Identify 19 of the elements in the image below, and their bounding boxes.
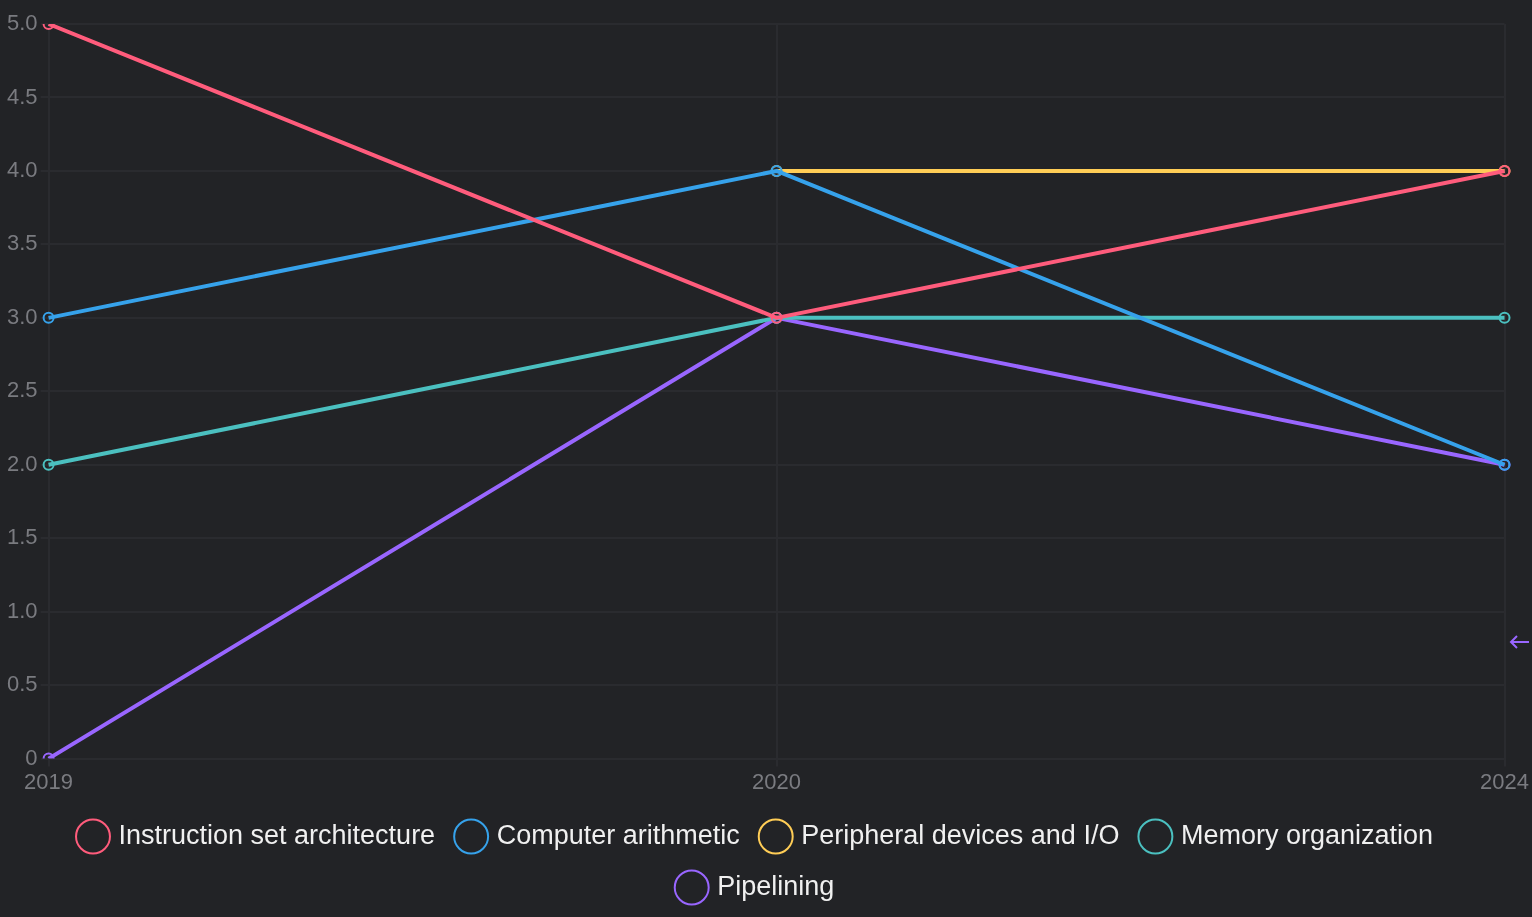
y-tick-label: 3.0 (6, 303, 38, 329)
x-tick-label: 2019 (24, 768, 74, 794)
legend-label: Peripheral devices and I/O (801, 819, 1120, 850)
y-tick-label: 1.5 (6, 524, 38, 550)
x-tick-label: 2024 (1480, 768, 1530, 794)
legend-label: Computer arithmetic (496, 819, 740, 850)
y-tick-label: 1.0 (6, 597, 38, 623)
y-tick-label: 4.5 (6, 83, 38, 109)
x-tick-label: 2020 (752, 768, 802, 794)
y-tick-label: 0.5 (6, 671, 38, 697)
y-tick-label: 5.0 (6, 10, 38, 36)
y-tick-label: 4.0 (6, 156, 38, 182)
y-tick-label: 0 (25, 744, 38, 770)
legend-label: Memory organization (1180, 819, 1434, 850)
legend-label: Pipelining (717, 870, 835, 901)
y-tick-label: 2.0 (6, 450, 38, 476)
y-tick-label: 3.5 (6, 230, 38, 256)
y-tick-label: 2.5 (6, 377, 38, 403)
legend-label: Instruction set architecture (118, 819, 436, 850)
